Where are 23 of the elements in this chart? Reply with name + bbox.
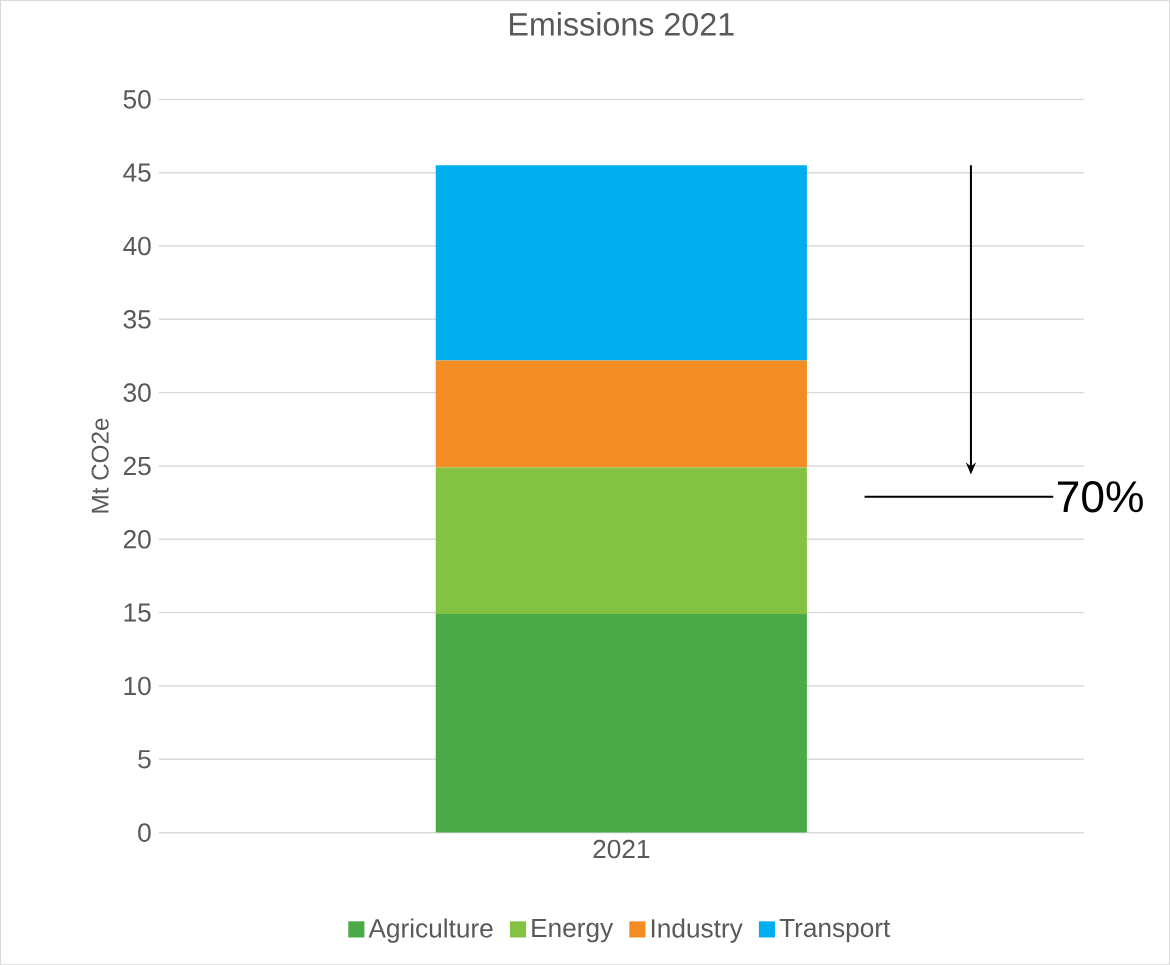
- y-tick-label: 40: [123, 236, 151, 256]
- legend-label: Energy: [532, 918, 614, 943]
- annotation: 70%: [1057, 480, 1143, 513]
- x-tick-label: 2021: [593, 839, 650, 859]
- y-tick-label: 5: [138, 750, 151, 769]
- bar: [435, 613, 807, 833]
- y-tick-label: 25: [123, 456, 151, 476]
- bar: [435, 165, 807, 361]
- y-tick-label: 50: [123, 89, 151, 109]
- y-axis-title: Mt CO2e: [91, 418, 109, 513]
- legend-label: Agriculture: [368, 918, 493, 943]
- y-tick-label: 0: [138, 823, 151, 842]
- y-tick-label: 35: [123, 309, 151, 329]
- bar: [435, 467, 807, 614]
- bar: [435, 360, 807, 468]
- y-tick-label: 20: [123, 529, 151, 549]
- legend-label: Industry: [651, 918, 743, 943]
- y-tick-label: 45: [123, 163, 151, 182]
- chart-title: Emissions 2021: [510, 11, 734, 36]
- y-tick-label: 10: [124, 676, 151, 696]
- y-tick-label: 15: [124, 603, 151, 622]
- y-tick-label: 30: [123, 383, 151, 402]
- legend-label: Transport: [779, 918, 891, 943]
